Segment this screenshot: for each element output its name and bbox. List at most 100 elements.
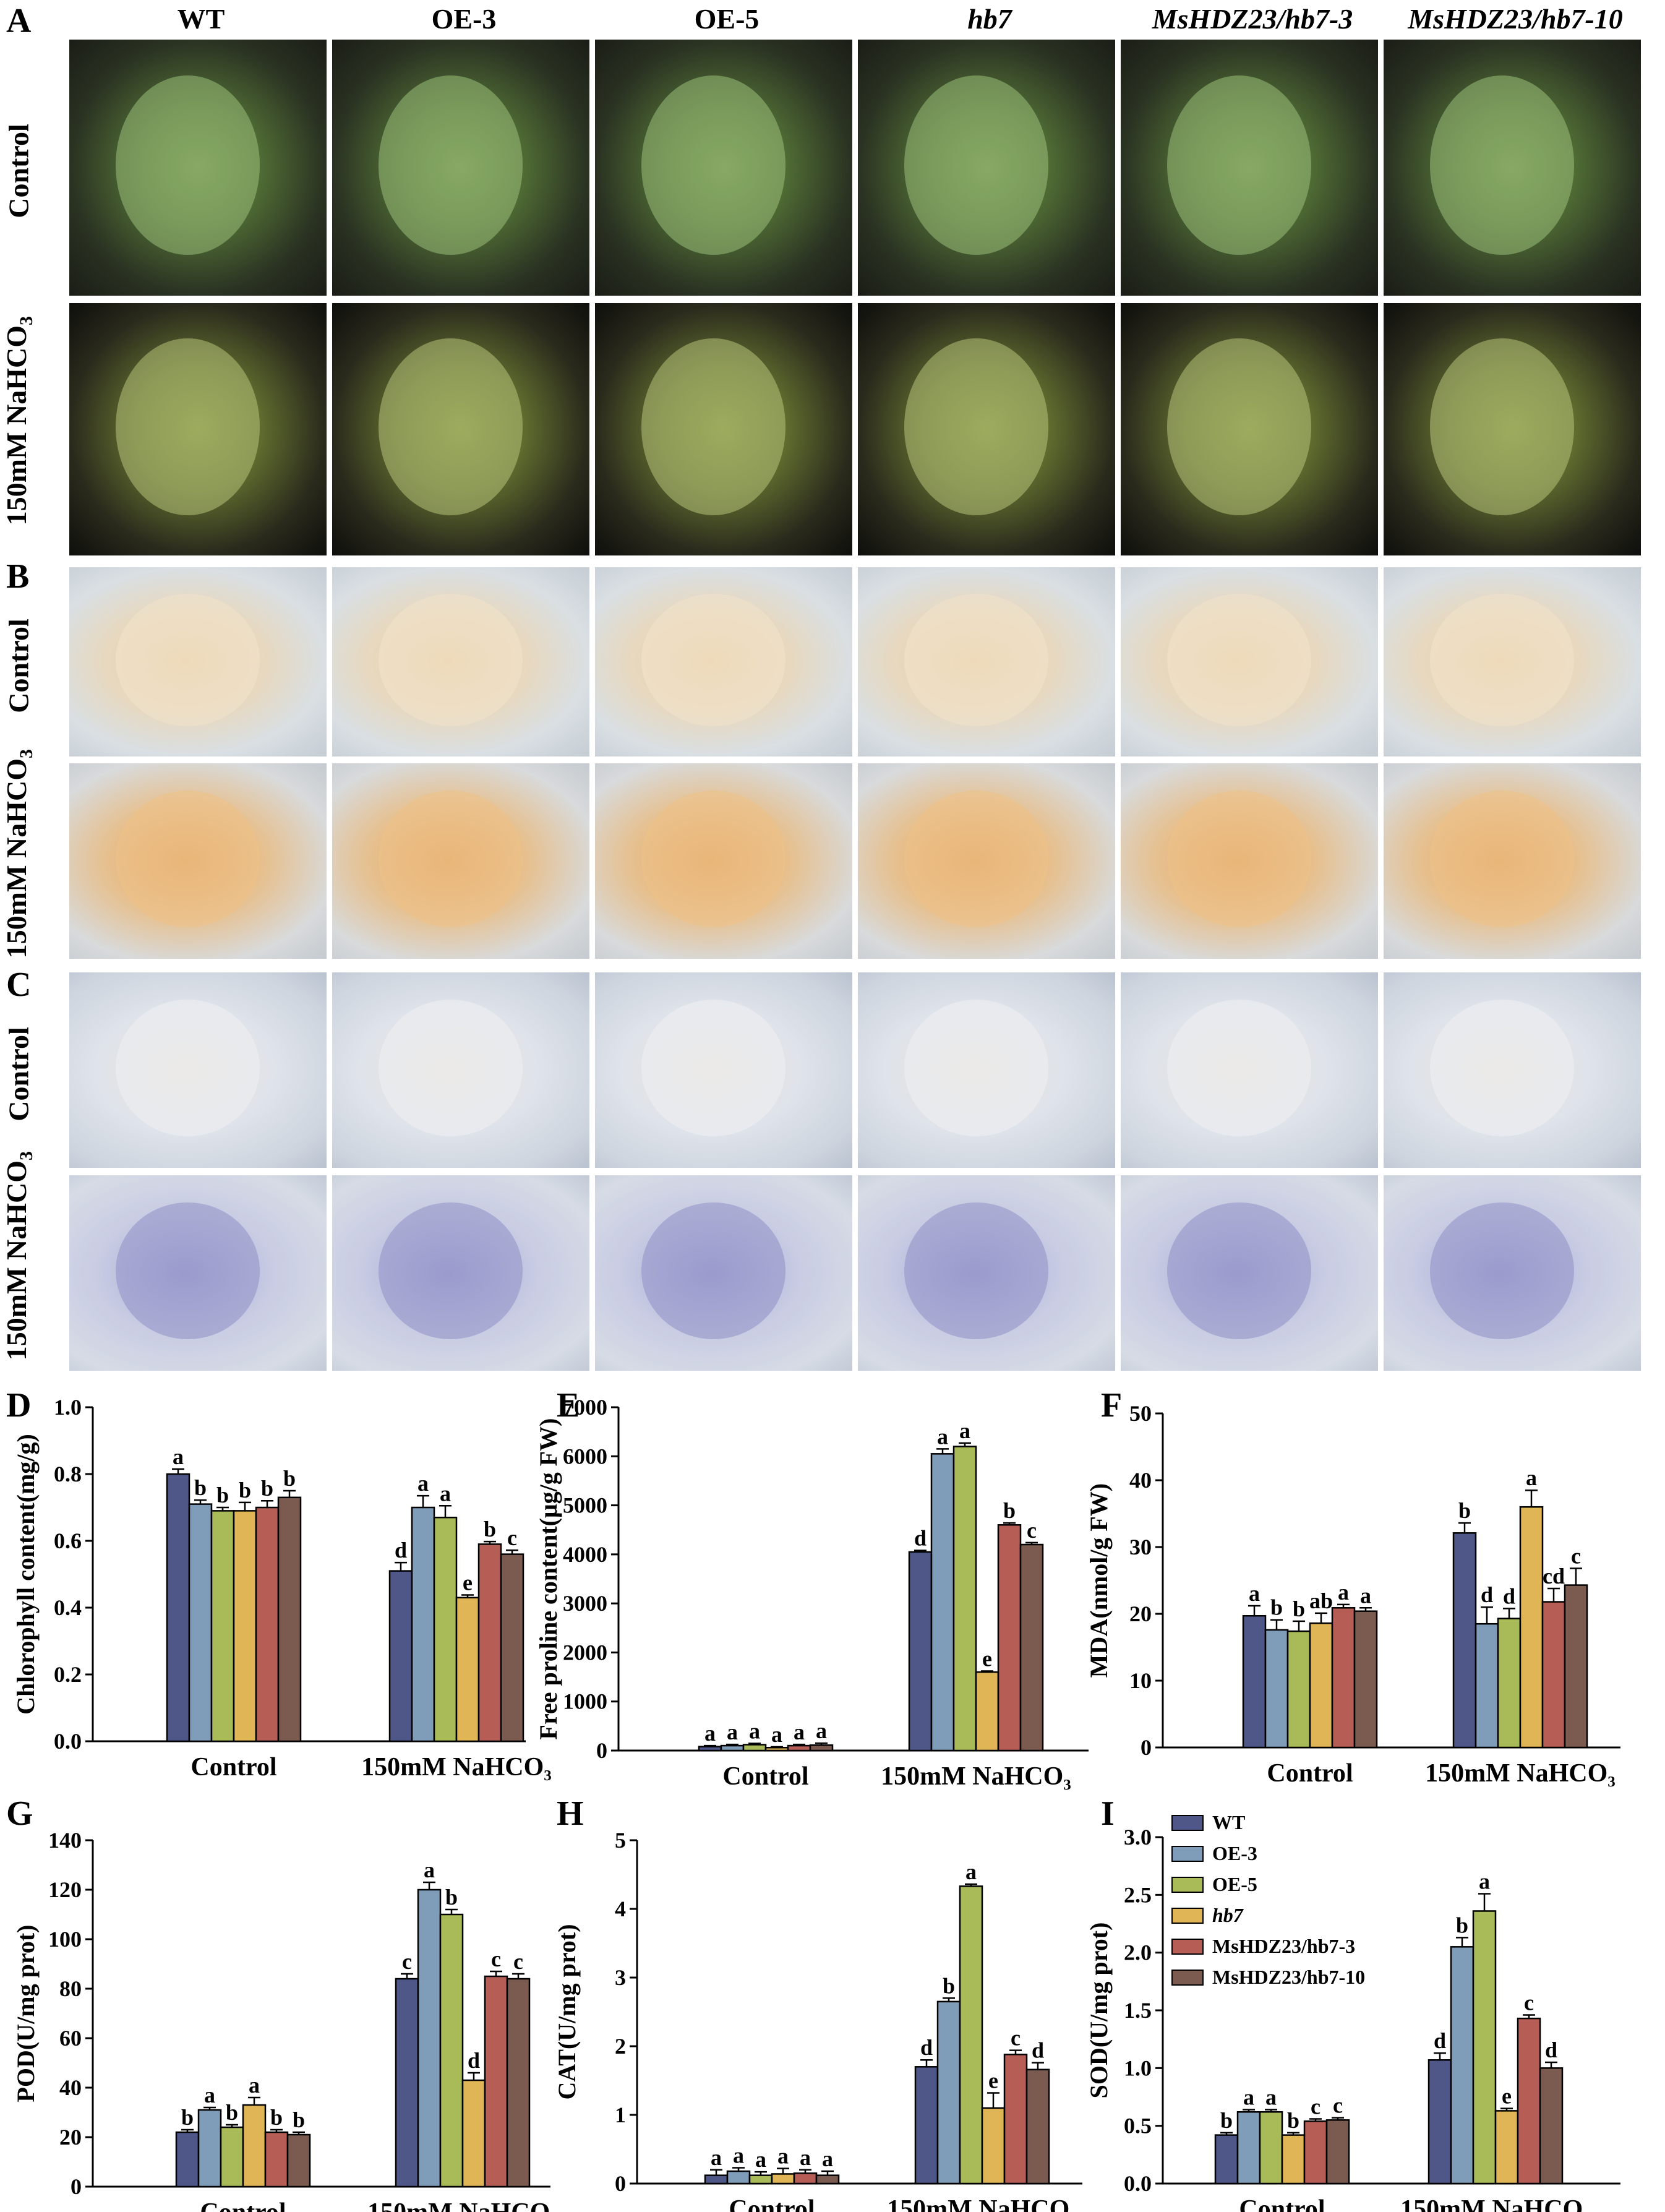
photo-b-control-0 [68, 566, 328, 758]
legend-label: MsHDZ23/hb7-3 [1212, 1935, 1355, 1957]
x-category-label: 150mM NaHCO₃ [367, 2198, 558, 2212]
y-tick-label: 60 [59, 2026, 82, 2051]
leaf-shape [378, 791, 523, 928]
leaf-shape [1429, 338, 1574, 515]
significance-letter: d [1481, 1582, 1493, 1607]
y-tick-label: 2 [615, 2034, 626, 2059]
leaf-shape [904, 338, 1048, 515]
photo-b-stress-5 [1382, 762, 1642, 960]
photo-a-stress-4 [1119, 302, 1379, 557]
photo-c-control-5 [1382, 971, 1642, 1169]
significance-letter: a [937, 1424, 948, 1449]
photo-b-control-3 [857, 566, 1116, 758]
bar [1286, 1630, 1311, 1749]
bar [477, 1543, 502, 1743]
bar [930, 1453, 955, 1752]
legend-swatch [1171, 1970, 1204, 1986]
significance-letter: e [988, 2068, 998, 2093]
significance-letter: c [1571, 1544, 1581, 1569]
significance-letter: b [484, 1517, 496, 1541]
bar [433, 1516, 458, 1743]
leaf-shape [1429, 75, 1574, 255]
bar [1214, 2134, 1239, 2185]
bar [787, 1744, 811, 1752]
leaf-shape [904, 75, 1048, 255]
bar [411, 1506, 435, 1743]
leaf-shape [641, 75, 785, 255]
column-header-mshdz23-hb7-10: MsHDZ23/hb7-10 [1408, 3, 1623, 35]
bar [1452, 1532, 1477, 1749]
y-tick-label: 4 [615, 1897, 626, 1921]
photo-a-control-2 [594, 38, 854, 297]
column-header-mshdz23-hb7-3: MsHDZ23/hb7-3 [1152, 3, 1353, 35]
bar [952, 1446, 977, 1752]
leaf-shape [1429, 1202, 1574, 1340]
significance-letter: b [261, 1476, 273, 1501]
significance-letter: e [463, 1570, 473, 1595]
bar [997, 1524, 1022, 1752]
leaf-shape [115, 593, 260, 727]
photo-b-stress-2 [594, 762, 854, 960]
bar [1497, 1618, 1522, 1749]
significance-letter: a [1243, 2085, 1254, 2110]
bar [166, 1473, 190, 1743]
leaf-shape [1166, 75, 1311, 255]
photo-a-control-0 [68, 38, 328, 297]
photo-c-stress-4 [1119, 1174, 1379, 1372]
bar [1242, 1614, 1267, 1749]
significance-letter: a [711, 2145, 722, 2170]
legend-swatch [1171, 1908, 1204, 1924]
bar [1019, 1543, 1044, 1752]
column-header-wt: WT [177, 3, 225, 35]
leaf-shape [904, 1000, 1048, 1137]
photo-c-control-2 [594, 971, 854, 1169]
bar [210, 1510, 235, 1743]
legend-swatch [1171, 1877, 1204, 1893]
significance-letter: c [1311, 2094, 1320, 2119]
y-tick-label: 4000 [563, 1542, 607, 1567]
x-category-label: 150mM NaHCO₃ [887, 2195, 1077, 2212]
bar [1331, 1607, 1356, 1749]
significance-letter: c [1333, 2093, 1343, 2118]
y-axis-label: SOD(U/mg prot) [1085, 1923, 1113, 2099]
column-header-oe5: OE-5 [694, 3, 760, 35]
significance-letter: d [395, 1538, 407, 1563]
y-tick-label: 0.4 [54, 1595, 82, 1620]
y-tick-label: 0 [615, 2171, 626, 2196]
leaf-shape [1166, 1202, 1311, 1340]
leaf-shape [378, 1000, 523, 1137]
leaf-shape [641, 593, 785, 727]
significance-letter: a [771, 1722, 782, 1747]
bar [1450, 1946, 1475, 2185]
x-category-label: Control [190, 1753, 276, 1781]
bar [220, 2126, 244, 2188]
significance-letter: b [1458, 1498, 1471, 1523]
row-label-a-control: Control [2, 124, 35, 218]
significance-letter: b [1456, 1913, 1468, 1937]
significance-letter: a [1479, 1869, 1490, 1893]
y-tick-label: 1.0 [1124, 2056, 1152, 2080]
significance-letter: a [727, 1720, 738, 1744]
bar [1003, 2054, 1028, 2185]
leaf-shape [641, 338, 785, 515]
significance-letter: a [1526, 1465, 1537, 1490]
bar [1517, 2017, 1541, 2185]
x-category-label: Control [729, 2195, 815, 2212]
legend-swatch [1171, 1815, 1204, 1831]
significance-letter: a [965, 1859, 977, 1884]
y-tick-label: 0 [71, 2174, 82, 2199]
panel-label-f: F [1101, 1386, 1123, 1425]
y-tick-label: 0.8 [54, 1462, 82, 1486]
significance-letter: b [293, 2107, 305, 2132]
photo-a-stress-2 [594, 302, 854, 557]
significance-letter: a [959, 1418, 970, 1443]
photo-c-control-4 [1119, 971, 1379, 1169]
row-label-c-control: Control [2, 1027, 35, 1121]
leaf-shape [1429, 791, 1574, 928]
photo-b-control-4 [1119, 566, 1379, 758]
leaf-shape [904, 1202, 1048, 1340]
leaf-shape [115, 75, 260, 255]
photo-a-control-5 [1382, 38, 1642, 297]
bar [1264, 1629, 1289, 1749]
photo-b-stress-1 [331, 762, 591, 960]
